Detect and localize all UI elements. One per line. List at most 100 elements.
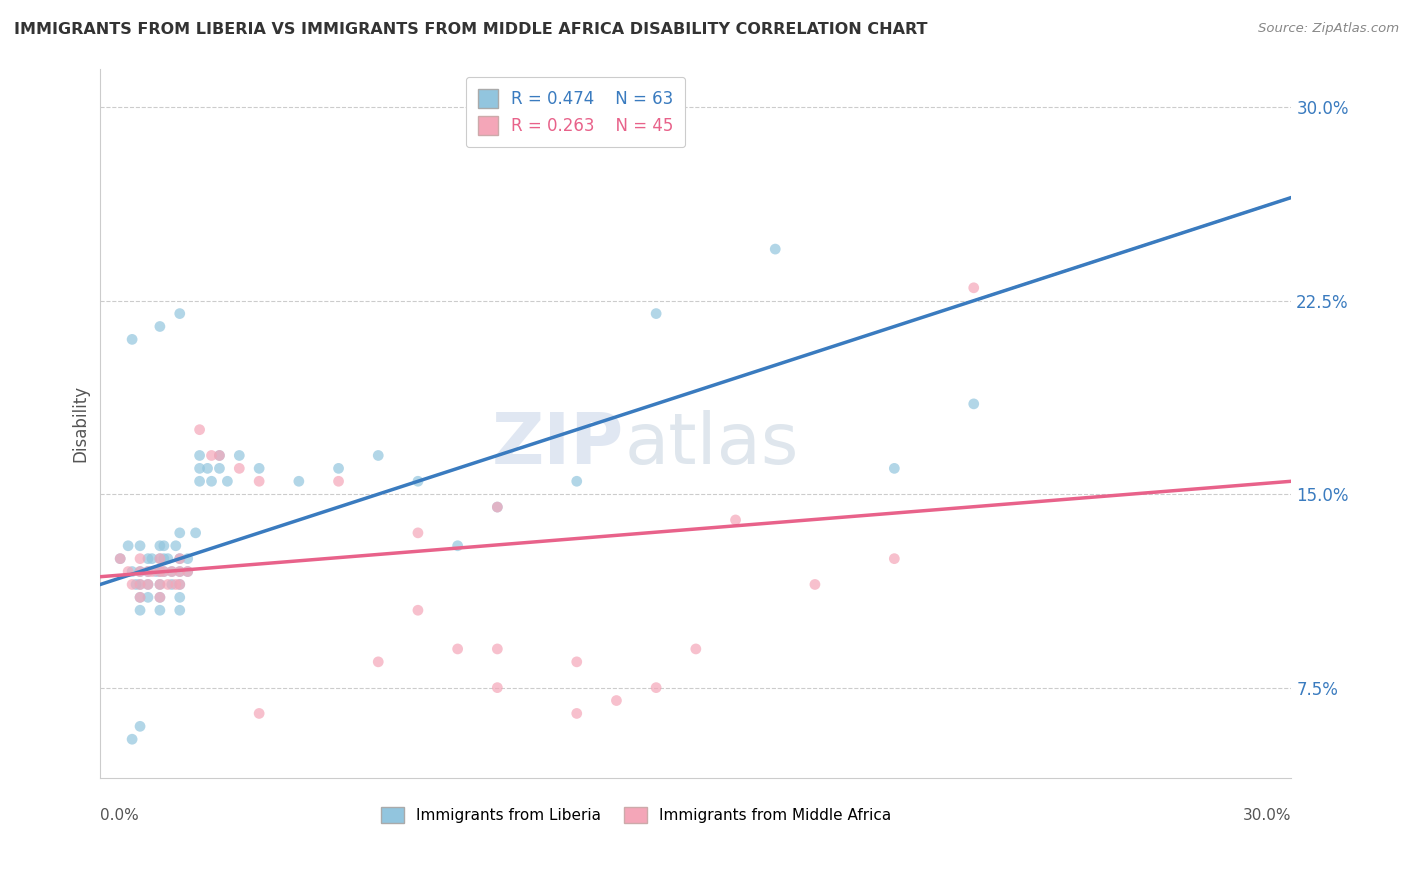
Point	[685, 642, 707, 657]
Point	[486, 500, 509, 514]
Point	[804, 577, 827, 591]
Point	[228, 461, 250, 475]
Point	[565, 655, 588, 669]
Point	[136, 577, 159, 591]
Point	[129, 565, 152, 579]
Point	[169, 525, 191, 540]
Point	[188, 475, 211, 489]
Point	[176, 551, 198, 566]
Point	[149, 591, 172, 605]
Point	[188, 461, 211, 475]
Point	[129, 551, 152, 566]
Point	[188, 423, 211, 437]
Point	[288, 475, 311, 489]
Point	[208, 449, 231, 463]
Point	[136, 565, 159, 579]
Point	[247, 475, 270, 489]
Point	[129, 577, 152, 591]
Point	[149, 319, 172, 334]
Point	[169, 307, 191, 321]
Point	[121, 577, 143, 591]
Point	[963, 281, 986, 295]
Point	[165, 577, 187, 591]
Point	[565, 475, 588, 489]
Point	[217, 475, 239, 489]
Point	[117, 565, 139, 579]
Legend: R = 0.474    N = 63, R = 0.263    N = 45: R = 0.474 N = 63, R = 0.263 N = 45	[465, 77, 685, 147]
Point	[200, 449, 222, 463]
Point	[200, 475, 222, 489]
Point	[145, 565, 167, 579]
Point	[136, 577, 159, 591]
Point	[129, 565, 152, 579]
Point	[883, 461, 905, 475]
Text: IMMIGRANTS FROM LIBERIA VS IMMIGRANTS FROM MIDDLE AFRICA DISABILITY CORRELATION : IMMIGRANTS FROM LIBERIA VS IMMIGRANTS FR…	[14, 22, 928, 37]
Point	[149, 551, 172, 566]
Point	[328, 475, 350, 489]
Point	[149, 551, 172, 566]
Point	[169, 551, 191, 566]
Point	[605, 693, 627, 707]
Point	[129, 539, 152, 553]
Point	[169, 577, 191, 591]
Point	[176, 565, 198, 579]
Point	[121, 565, 143, 579]
Point	[108, 551, 131, 566]
Point	[136, 591, 159, 605]
Point	[149, 539, 172, 553]
Point	[328, 461, 350, 475]
Point	[763, 242, 786, 256]
Point	[486, 681, 509, 695]
Point	[197, 461, 219, 475]
Point	[153, 565, 176, 579]
Point	[188, 449, 211, 463]
Point	[208, 461, 231, 475]
Point	[117, 539, 139, 553]
Point	[169, 591, 191, 605]
Text: atlas: atlas	[624, 410, 799, 479]
Point	[149, 591, 172, 605]
Point	[129, 719, 152, 733]
Point	[169, 603, 191, 617]
Point	[645, 681, 668, 695]
Point	[129, 591, 152, 605]
Point	[406, 475, 429, 489]
Point	[156, 551, 179, 566]
Point	[136, 551, 159, 566]
Point	[121, 732, 143, 747]
Point	[125, 577, 148, 591]
Point	[169, 565, 191, 579]
Point	[129, 603, 152, 617]
Point	[160, 565, 183, 579]
Y-axis label: Disability: Disability	[72, 384, 89, 462]
Point	[149, 577, 172, 591]
Point	[121, 332, 143, 346]
Point	[169, 565, 191, 579]
Point	[169, 577, 191, 591]
Point	[149, 565, 172, 579]
Point	[184, 525, 207, 540]
Point	[645, 307, 668, 321]
Point	[149, 603, 172, 617]
Point	[153, 551, 176, 566]
Point	[565, 706, 588, 721]
Point	[208, 449, 231, 463]
Point	[149, 577, 172, 591]
Point	[883, 551, 905, 566]
Point	[165, 539, 187, 553]
Point	[129, 591, 152, 605]
Point	[446, 642, 468, 657]
Point	[406, 603, 429, 617]
Point	[486, 500, 509, 514]
Point	[169, 551, 191, 566]
Text: 0.0%: 0.0%	[100, 808, 139, 823]
Point	[141, 551, 163, 566]
Text: ZIP: ZIP	[492, 410, 624, 479]
Point	[156, 577, 179, 591]
Point	[247, 461, 270, 475]
Point	[963, 397, 986, 411]
Point	[160, 577, 183, 591]
Point	[153, 565, 176, 579]
Point	[176, 565, 198, 579]
Point	[446, 539, 468, 553]
